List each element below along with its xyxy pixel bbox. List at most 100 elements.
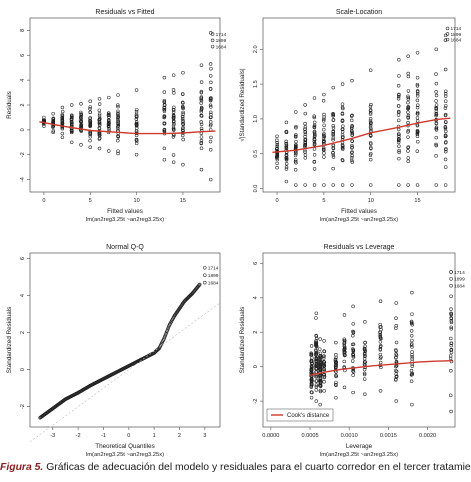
data-point (368, 108, 373, 112)
y-tick-label: 2.0 (253, 45, 259, 53)
data-point (199, 96, 203, 100)
data-point (449, 307, 453, 311)
data-point (410, 320, 414, 325)
data-point (331, 85, 335, 90)
data-points (38, 266, 207, 420)
data-point (88, 119, 92, 124)
data-point (349, 114, 354, 118)
data-point (449, 343, 453, 348)
data-point (209, 96, 213, 100)
data-point (309, 395, 314, 400)
y-tick-label: 0 (20, 128, 26, 131)
data-point (107, 111, 111, 116)
data-point (294, 139, 298, 144)
data-point (116, 149, 120, 153)
data-point (199, 146, 204, 150)
data-point (199, 126, 204, 131)
data-point (314, 339, 318, 343)
data-point (284, 165, 289, 169)
data-point (134, 123, 139, 127)
data-point (310, 361, 314, 365)
data-point (350, 160, 354, 164)
data-point (116, 151, 120, 156)
data-point (443, 106, 448, 110)
chart-panel-3: Normal Q-Q -3 -2 -1 0 1 2 3 -2 0 2 4 6 Theoretical Qu… (6, 244, 221, 458)
data-point (321, 99, 326, 103)
x-tick-label: 15 (180, 198, 186, 204)
data-point (410, 353, 414, 357)
y-tick-label: 4 (253, 296, 259, 299)
data-point (449, 312, 453, 317)
data-point (331, 183, 335, 187)
data-point (379, 344, 383, 348)
chart-title: Normal Q-Q (106, 244, 144, 251)
data-point (284, 153, 289, 157)
data-point (88, 107, 92, 111)
data-point (351, 373, 355, 377)
data-point (410, 312, 414, 316)
data-point (88, 105, 92, 109)
data-point (181, 105, 185, 110)
data-point (331, 151, 335, 155)
figure-label: Figura 5. (0, 462, 44, 473)
data-point (88, 145, 92, 149)
point-label: 1714 (208, 266, 219, 272)
data-point (434, 99, 438, 103)
data-point (135, 108, 139, 112)
data-point (88, 131, 92, 135)
data-point (116, 116, 120, 121)
data-point (199, 98, 204, 103)
x-axis-label: Theoretical Quantiles (95, 443, 155, 450)
y-tick-label: 1.0 (253, 115, 259, 123)
data-point (448, 356, 453, 361)
data-point (343, 347, 347, 351)
data-point (79, 112, 83, 116)
data-point (444, 147, 448, 151)
data-point (406, 74, 411, 79)
data-point (322, 123, 326, 128)
data-point (331, 138, 335, 142)
data-point (350, 342, 355, 347)
data-point (164, 330, 169, 335)
y-tick-label: -2 (20, 404, 26, 409)
y-tick-label: -2 (20, 152, 26, 157)
x-axis-label: Fitted values (341, 208, 377, 215)
data-point (369, 157, 373, 162)
data-point (116, 138, 120, 143)
data-point (369, 146, 373, 150)
data-point (449, 325, 453, 330)
data-point (444, 149, 448, 154)
data-point (368, 104, 373, 109)
data-point (314, 364, 319, 369)
data-point (334, 355, 338, 360)
data-point (394, 368, 398, 373)
data-point (445, 37, 450, 42)
data-point (199, 89, 204, 94)
data-point (318, 364, 322, 368)
data-point (318, 380, 323, 384)
data-point (134, 141, 139, 146)
data-point (314, 366, 318, 371)
data-point (97, 112, 102, 116)
data-point (322, 115, 326, 119)
data-point (199, 141, 204, 146)
data-point (434, 107, 438, 111)
data-point (294, 151, 298, 156)
point-label: 1714 (216, 32, 227, 38)
data-point (406, 183, 410, 187)
data-point (284, 144, 289, 149)
data-point (303, 156, 308, 160)
point-label: 1714 (451, 26, 462, 32)
smooth-line (39, 121, 216, 135)
data-point (321, 373, 326, 377)
data-point (208, 103, 213, 108)
chart-panel-4: Residuals vs Leverage 0.0000 0.0005 0.0010 0… (239, 244, 465, 458)
data-point (409, 329, 414, 333)
data-point (394, 324, 398, 328)
data-point (434, 143, 438, 148)
data-point (107, 120, 111, 124)
data-point (443, 67, 448, 72)
data-point (434, 90, 438, 94)
data-point (322, 92, 326, 97)
x-tick-label: 0.0020 (419, 433, 436, 439)
